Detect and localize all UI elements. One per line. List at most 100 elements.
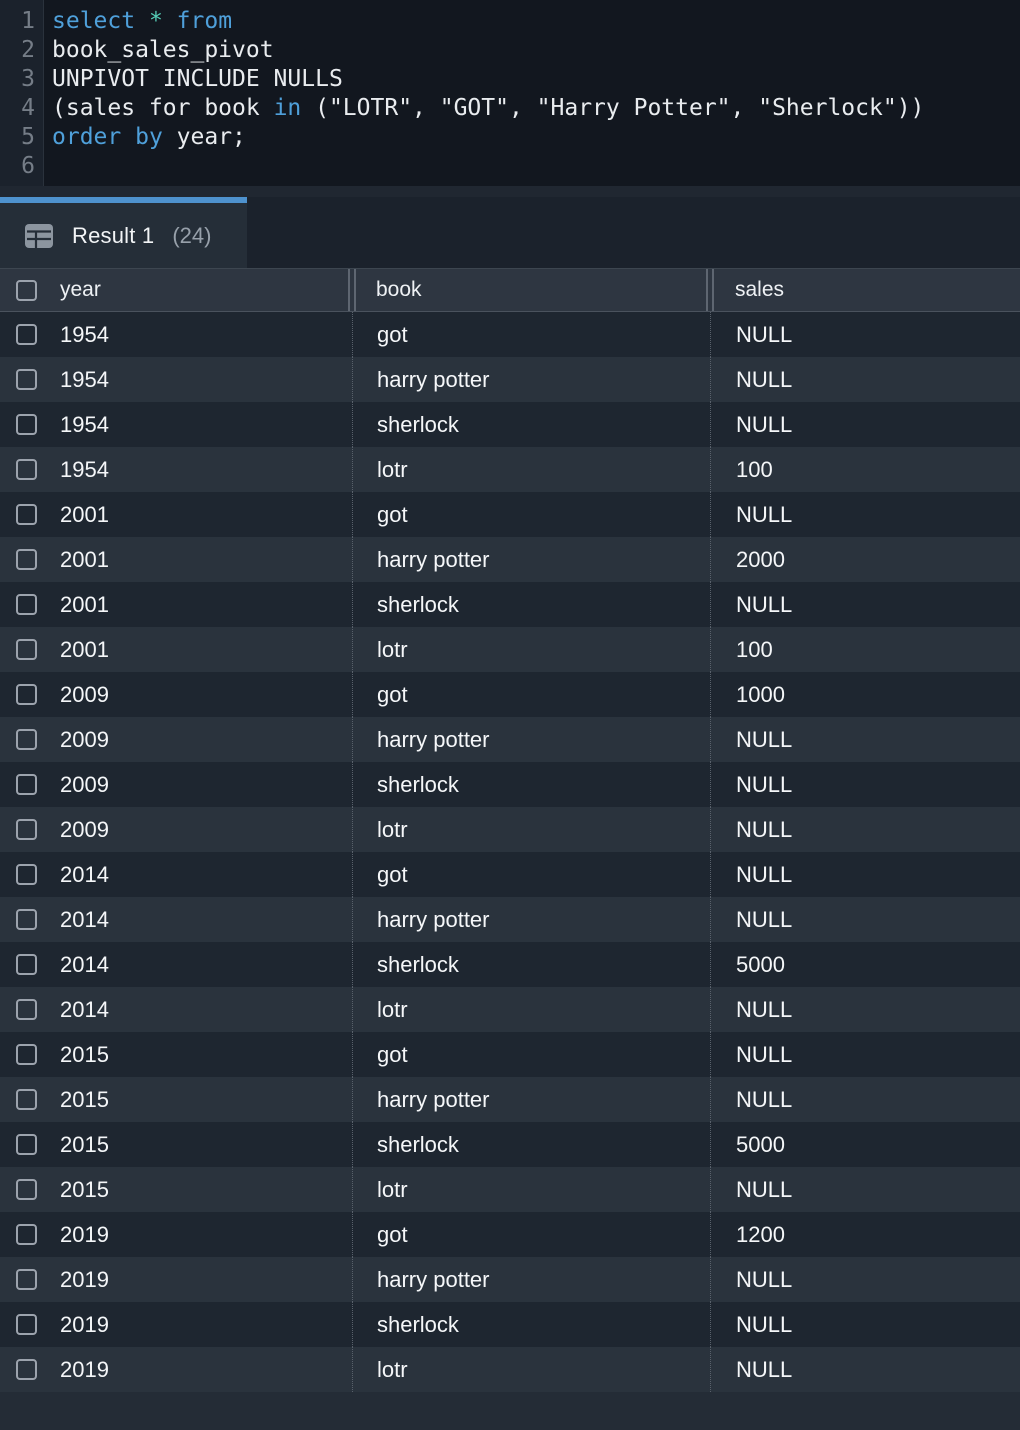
row-checkbox[interactable]	[16, 369, 37, 390]
cell-book[interactable]: lotr	[352, 627, 710, 672]
column-resizer[interactable]	[706, 269, 714, 311]
cell-year[interactable]: 2009	[60, 771, 109, 797]
cell-book[interactable]: harry potter	[352, 1257, 710, 1302]
table-row[interactable]: 2019 lotr NULL	[0, 1347, 1020, 1392]
column-resizer[interactable]	[348, 269, 356, 311]
cell-book[interactable]: harry potter	[352, 1077, 710, 1122]
cell-sales[interactable]: 5000	[710, 942, 1020, 987]
cell-sales[interactable]: NULL	[710, 1302, 1020, 1347]
table-row[interactable]: 2009 got 1000	[0, 672, 1020, 717]
cell-sales[interactable]: NULL	[710, 1077, 1020, 1122]
cell-sales[interactable]: 5000	[710, 1122, 1020, 1167]
table-row[interactable]: 1954 sherlock NULL	[0, 402, 1020, 447]
row-checkbox[interactable]	[16, 729, 37, 750]
cell-year[interactable]: 2014	[60, 906, 109, 932]
table-row[interactable]: 2014 lotr NULL	[0, 987, 1020, 1032]
table-row[interactable]: 2014 sherlock 5000	[0, 942, 1020, 987]
cell-sales[interactable]: NULL	[710, 402, 1020, 447]
cell-year[interactable]: 2019	[60, 1221, 109, 1247]
cell-sales[interactable]: NULL	[710, 717, 1020, 762]
cell-year[interactable]: 2009	[60, 816, 109, 842]
cell-book[interactable]: got	[352, 492, 710, 537]
cell-year[interactable]: 2015	[60, 1041, 109, 1067]
cell-year[interactable]: 2001	[60, 636, 109, 662]
column-header-year[interactable]: year	[60, 278, 101, 301]
cell-book[interactable]: lotr	[352, 447, 710, 492]
table-row[interactable]: 2019 harry potter NULL	[0, 1257, 1020, 1302]
cell-year[interactable]: 2019	[60, 1266, 109, 1292]
panel-divider[interactable]	[0, 186, 1020, 197]
cell-year[interactable]: 2014	[60, 861, 109, 887]
cell-year[interactable]: 2015	[60, 1131, 109, 1157]
cell-book[interactable]: lotr	[352, 1167, 710, 1212]
select-all-checkbox[interactable]	[16, 279, 37, 301]
cell-sales[interactable]: 1200	[710, 1212, 1020, 1257]
cell-book[interactable]: sherlock	[352, 1302, 710, 1347]
cell-year[interactable]: 2001	[60, 501, 109, 527]
cell-sales[interactable]: NULL	[710, 897, 1020, 942]
row-checkbox[interactable]	[16, 1224, 37, 1245]
table-row[interactable]: 2015 harry potter NULL	[0, 1077, 1020, 1122]
cell-year[interactable]: 2015	[60, 1086, 109, 1112]
cell-sales[interactable]: NULL	[710, 492, 1020, 537]
row-checkbox[interactable]	[16, 909, 37, 930]
column-header-sales[interactable]: sales	[735, 278, 785, 301]
table-row[interactable]: 2009 lotr NULL	[0, 807, 1020, 852]
cell-book[interactable]: got	[352, 1032, 710, 1077]
row-checkbox[interactable]	[16, 819, 37, 840]
cell-sales[interactable]: NULL	[710, 987, 1020, 1032]
row-checkbox[interactable]	[16, 414, 37, 435]
cell-book[interactable]: got	[352, 1212, 710, 1257]
cell-year[interactable]: 1954	[60, 366, 109, 392]
table-row[interactable]: 2019 got 1200	[0, 1212, 1020, 1257]
cell-year[interactable]: 1954	[60, 456, 109, 482]
row-checkbox[interactable]	[16, 999, 37, 1020]
row-checkbox[interactable]	[16, 594, 37, 615]
row-checkbox[interactable]	[16, 1359, 37, 1380]
cell-sales[interactable]: NULL	[710, 852, 1020, 897]
table-row[interactable]: 2019 sherlock NULL	[0, 1302, 1020, 1347]
cell-book[interactable]: sherlock	[352, 582, 710, 627]
cell-year[interactable]: 2019	[60, 1356, 109, 1382]
row-checkbox[interactable]	[16, 1134, 37, 1155]
cell-sales[interactable]: 2000	[710, 537, 1020, 582]
table-row[interactable]: 1954 got NULL	[0, 312, 1020, 357]
cell-sales[interactable]: NULL	[710, 807, 1020, 852]
row-checkbox[interactable]	[16, 774, 37, 795]
row-checkbox[interactable]	[16, 504, 37, 525]
cell-year[interactable]: 2009	[60, 681, 109, 707]
row-checkbox[interactable]	[16, 1314, 37, 1335]
cell-year[interactable]: 2009	[60, 726, 109, 752]
cell-book[interactable]: got	[352, 852, 710, 897]
cell-book[interactable]: lotr	[352, 987, 710, 1032]
cell-book[interactable]: sherlock	[352, 402, 710, 447]
row-checkbox[interactable]	[16, 459, 37, 480]
cell-year[interactable]: 2014	[60, 996, 109, 1022]
row-checkbox[interactable]	[16, 1044, 37, 1065]
cell-sales[interactable]: NULL	[710, 357, 1020, 402]
code-lines[interactable]: select * from book_sales_pivot UNPIVOT INC…	[44, 0, 1020, 186]
cell-year[interactable]: 2001	[60, 546, 109, 572]
row-checkbox[interactable]	[16, 1089, 37, 1110]
row-checkbox[interactable]	[16, 324, 37, 345]
cell-sales[interactable]: NULL	[710, 1167, 1020, 1212]
table-row[interactable]: 2014 harry potter NULL	[0, 897, 1020, 942]
row-checkbox[interactable]	[16, 954, 37, 975]
cell-year[interactable]: 2015	[60, 1176, 109, 1202]
table-row[interactable]: 2015 sherlock 5000	[0, 1122, 1020, 1167]
cell-sales[interactable]: NULL	[710, 582, 1020, 627]
cell-sales[interactable]: NULL	[710, 1257, 1020, 1302]
table-row[interactable]: 2015 got NULL	[0, 1032, 1020, 1077]
cell-book[interactable]: sherlock	[352, 942, 710, 987]
cell-book[interactable]: sherlock	[352, 762, 710, 807]
cell-sales[interactable]: 100	[710, 627, 1020, 672]
table-row[interactable]: 2015 lotr NULL	[0, 1167, 1020, 1212]
cell-book[interactable]: harry potter	[352, 897, 710, 942]
cell-book[interactable]: lotr	[352, 1347, 710, 1392]
table-row[interactable]: 2001 lotr 100	[0, 627, 1020, 672]
cell-sales[interactable]: 1000	[710, 672, 1020, 717]
cell-year[interactable]: 1954	[60, 321, 109, 347]
table-row[interactable]: 2001 sherlock NULL	[0, 582, 1020, 627]
row-checkbox[interactable]	[16, 864, 37, 885]
cell-sales[interactable]: NULL	[710, 312, 1020, 357]
